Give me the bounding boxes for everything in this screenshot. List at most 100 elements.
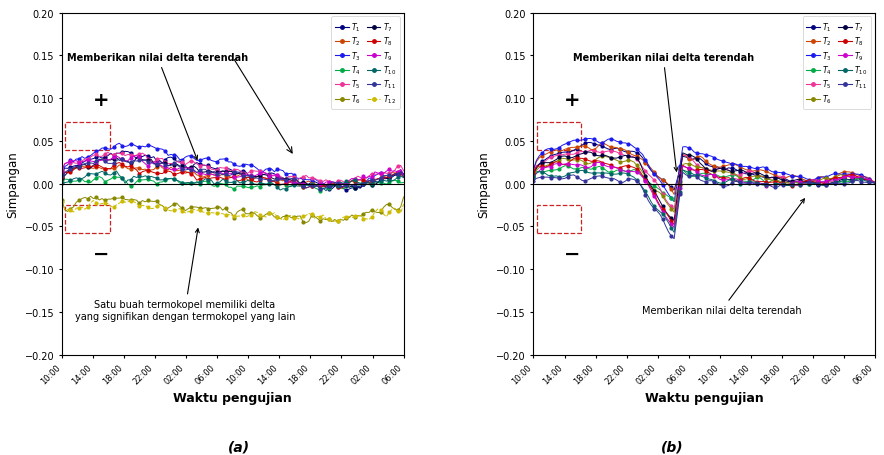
Bar xyxy=(537,123,582,151)
$T_{10}$ xyxy=(528,175,538,180)
$T_3$ xyxy=(528,167,538,173)
$T_4$ xyxy=(723,174,734,179)
$T_4$ xyxy=(603,170,613,175)
$T_4$ xyxy=(332,184,343,190)
$T_{11}$ xyxy=(131,159,141,164)
$T_3$ xyxy=(330,183,340,188)
$T_3$ xyxy=(392,171,403,176)
$T_9$ xyxy=(865,178,875,183)
$T_9$ xyxy=(870,181,880,186)
Bar xyxy=(537,206,582,233)
$T_6$ xyxy=(597,154,607,159)
Text: +: + xyxy=(93,91,109,110)
Line: $T_{12}$: $T_{12}$ xyxy=(60,200,405,224)
$T_4$ xyxy=(669,199,680,205)
$T_{11}$ xyxy=(295,182,306,187)
$T_4$ xyxy=(865,179,875,185)
$T_6$ xyxy=(392,208,403,213)
Text: −: − xyxy=(564,244,581,263)
Line: $T_7$: $T_7$ xyxy=(60,157,405,190)
$T_7$ xyxy=(804,179,814,185)
$T_3$ xyxy=(769,170,780,176)
$T_{11}$ xyxy=(677,170,688,176)
$T_{10}$ xyxy=(111,169,122,174)
Text: Memberikan nilai delta terendah: Memberikan nilai delta terendah xyxy=(573,53,754,172)
$T_6$ xyxy=(528,174,538,179)
$T_4$ xyxy=(804,182,814,187)
$T_3$ xyxy=(57,172,67,178)
$T_{12}$ xyxy=(399,202,409,207)
$T_{10}$ xyxy=(865,180,875,185)
$T_1$ xyxy=(723,166,734,171)
Line: $T_1$: $T_1$ xyxy=(60,151,405,192)
$T_{10}$ xyxy=(677,168,688,173)
$T_2$ xyxy=(723,163,734,168)
$T_1$ xyxy=(623,150,634,155)
$T_9$ xyxy=(131,153,141,159)
Text: Memberikan nilai delta terendah: Memberikan nilai delta terendah xyxy=(67,53,248,160)
$T_6$ xyxy=(301,221,311,226)
$T_5$ xyxy=(249,169,260,174)
$T_5$ xyxy=(330,181,340,187)
$T_{10}$ xyxy=(151,176,162,182)
Text: (a): (a) xyxy=(227,440,250,454)
$T_5$ xyxy=(103,150,113,156)
Line: $T_3$: $T_3$ xyxy=(532,138,877,203)
$T_8$ xyxy=(603,162,613,167)
Line: $T_4$: $T_4$ xyxy=(60,176,405,193)
$T_3$ xyxy=(349,186,360,191)
$T_1$ xyxy=(865,179,875,184)
$T_8$ xyxy=(295,182,306,187)
$T_7$ xyxy=(392,172,403,177)
$T_{10}$ xyxy=(723,178,734,183)
$T_7$ xyxy=(57,176,67,182)
Line: $T_8$: $T_8$ xyxy=(60,162,405,190)
$T_{11}$ xyxy=(669,237,680,242)
Line: $T_{11}$: $T_{11}$ xyxy=(532,172,877,241)
$T_1$ xyxy=(603,147,613,152)
$T_4$ xyxy=(623,169,634,174)
$T_8$ xyxy=(330,182,340,187)
$T_5$ xyxy=(623,154,634,159)
Text: −: − xyxy=(93,244,109,263)
$T_8$ xyxy=(870,181,880,186)
Line: $T_9$: $T_9$ xyxy=(60,155,405,188)
$T_7$ xyxy=(295,181,306,186)
$T_{11}$ xyxy=(114,157,125,162)
$T_5$ xyxy=(870,181,880,186)
$T_6$ xyxy=(723,170,734,176)
$T_{10}$ xyxy=(870,181,880,187)
$T_{10}$ xyxy=(332,184,343,190)
$T_4$ xyxy=(295,182,306,187)
$T_1$ xyxy=(399,172,409,177)
$T_2$ xyxy=(57,176,67,181)
$T_9$ xyxy=(804,179,814,185)
$T_8$ xyxy=(114,161,125,166)
$T_1$ xyxy=(119,149,130,155)
$T_8$ xyxy=(865,179,875,184)
$T_4$ xyxy=(151,182,162,187)
$T_7$ xyxy=(870,181,880,186)
$T_{12}$ xyxy=(295,217,306,223)
$T_2$ xyxy=(669,192,680,198)
$T_4$ xyxy=(392,179,403,184)
$T_3$ xyxy=(669,199,680,205)
$T_8$ xyxy=(57,174,67,180)
$T_8$ xyxy=(392,170,403,175)
$T_6$ xyxy=(249,211,260,216)
Line: $T_5$: $T_5$ xyxy=(532,150,877,211)
$T_5$ xyxy=(723,168,734,174)
$T_7$ xyxy=(669,218,680,224)
$T_5$ xyxy=(603,149,613,155)
$T_3$ xyxy=(295,177,306,182)
$T_5$ xyxy=(295,176,306,181)
$T_1$ xyxy=(583,141,593,146)
$T_1$ xyxy=(870,181,880,186)
$T_{11}$ xyxy=(769,185,780,191)
$T_5$ xyxy=(585,148,596,154)
$T_{11}$ xyxy=(870,181,880,187)
$T_7$ xyxy=(769,175,780,181)
Line: $T_7$: $T_7$ xyxy=(532,152,877,222)
Line: $T_4$: $T_4$ xyxy=(532,165,877,203)
$T_1$ xyxy=(151,159,162,164)
